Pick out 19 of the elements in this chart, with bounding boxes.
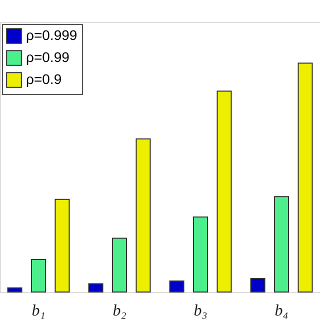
bar <box>169 280 184 292</box>
bar <box>298 62 313 292</box>
legend-label: ρ=0.999 <box>26 27 78 43</box>
bar <box>54 198 70 292</box>
bar <box>136 138 151 292</box>
legend-label: ρ=0.9 <box>26 71 62 87</box>
bar <box>88 283 104 292</box>
x-tick-label: b₂ <box>112 302 127 320</box>
bar <box>216 90 232 292</box>
bar <box>193 216 208 292</box>
legend-label: ρ=0.99 <box>26 49 70 65</box>
bar <box>7 287 22 292</box>
bar <box>274 196 290 292</box>
x-tick-label: b₄ <box>274 302 288 320</box>
bar <box>112 238 127 292</box>
bar <box>250 278 266 292</box>
x-tick-label: b₁ <box>32 302 46 320</box>
x-tick-label: b₃ <box>194 302 208 320</box>
bar <box>30 259 46 292</box>
